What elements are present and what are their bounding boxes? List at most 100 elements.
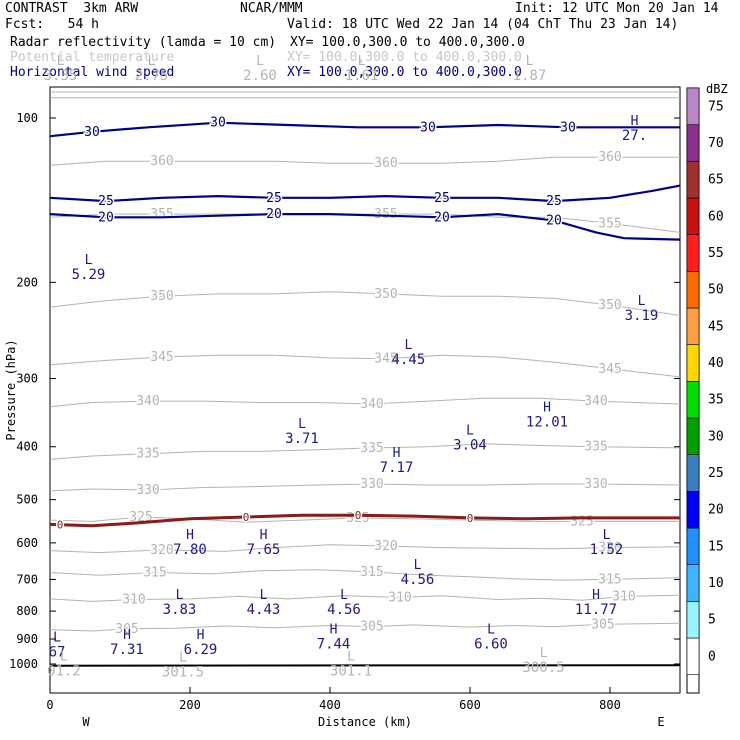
theta-contour-label: 335 — [584, 440, 607, 455]
theta-contour-label: 345 — [150, 350, 173, 365]
extremum-kind: L — [256, 54, 264, 69]
extremum-kind: H — [197, 628, 205, 643]
colorbar-swatch — [686, 234, 700, 272]
extremum-low: L67 — [49, 631, 66, 661]
extremum-kind: L — [404, 338, 412, 353]
extremum-low: L2.60 — [243, 54, 277, 84]
extremum-value: 2.75 — [135, 68, 169, 84]
colorbar-swatch — [686, 381, 700, 419]
x-tick-label: 200 — [179, 698, 201, 712]
extremum-value: 7.17 — [380, 460, 414, 476]
field-reflectivity-name: Radar reflectivity (lamda = 10 cm) — [10, 35, 277, 50]
y-tick-label: 300 — [16, 372, 38, 386]
extremum-low: L4.45 — [392, 338, 426, 368]
y-tick-label: 900 — [16, 632, 38, 646]
extremum-high: H12.01 — [526, 401, 568, 431]
extremum-value: 7.65 — [247, 542, 281, 558]
extremum-value: 3.19 — [625, 308, 659, 324]
wind-contour-label: 20 — [546, 213, 562, 228]
extremum-kind: L — [57, 54, 65, 69]
extremum-kind: L — [298, 417, 306, 432]
theta-contour-label: 360 — [374, 156, 397, 171]
model-title: CONTRAST 3km ARW — [5, 1, 139, 16]
extremum-kind: H — [123, 628, 131, 643]
colorbar-level-label: 15 — [708, 539, 724, 554]
extremum-value: 3.35 — [44, 68, 78, 84]
extremum-kind: H — [393, 446, 401, 461]
theta-contour-label: 350 — [598, 298, 621, 313]
extremum-low: L1.61 — [345, 54, 379, 84]
x-end-label-east: E — [657, 715, 664, 729]
colorbar-swatch — [686, 87, 700, 125]
extremum-kind: L — [260, 588, 268, 603]
extremum-value: 1.52 — [590, 542, 624, 558]
extremum-low: L3.71 — [285, 417, 319, 447]
zero-dbz-label: 0 — [355, 509, 362, 522]
surface-line — [49, 664, 681, 667]
wind-contour-label: 20 — [98, 210, 114, 225]
extremum-value: 301.1 — [330, 663, 372, 679]
extremum-value: 4.56 — [327, 602, 361, 618]
extremum-high: H11.77 — [575, 588, 617, 618]
theta-contour-label: 350 — [374, 287, 397, 302]
wind-contour-label: 25 — [546, 194, 562, 209]
extremum-high: H27. — [622, 114, 647, 144]
extremum-high: H6.29 — [184, 628, 218, 658]
extremum-kind: L — [487, 623, 495, 638]
plot-area — [49, 86, 681, 694]
extremum-kind: L — [347, 649, 355, 664]
theta-contour-315 — [50, 569, 680, 581]
extrema-labels: L3.35L2.75L2.60L1.61L1.87H27.L5.29L3.19L… — [44, 54, 659, 681]
colorbar-unit: dBZ — [706, 82, 728, 96]
x-tick-label: 0 — [46, 698, 53, 712]
extremum-value: 3.71 — [285, 431, 319, 447]
extremum-low: L5.29 — [72, 253, 106, 283]
colorbar-swatch — [686, 307, 700, 345]
extremum-value: 1.61 — [345, 68, 379, 84]
colorbar-level-label: 45 — [708, 319, 724, 334]
zero-dbz-label: 0 — [467, 512, 474, 525]
extremum-kind: H — [330, 623, 338, 638]
colorbar-swatch — [686, 527, 700, 565]
colorbar-level-label: 20 — [708, 503, 724, 518]
extremum-value: 7.31 — [110, 642, 144, 658]
theta-contour-label: 320 — [374, 539, 397, 554]
colorbar-swatch — [686, 454, 700, 492]
extremum-value: 67 — [49, 645, 66, 661]
theta-contour-label: 360 — [150, 154, 173, 169]
colorbar: 0 5 10 15 20 25 30 35 40 45 50 55 60 65 70 75 — [686, 87, 724, 694]
wind-contour-label: 30 — [210, 116, 226, 131]
extremum-value: 3.83 — [163, 602, 197, 618]
extremum-low: L3.19 — [625, 294, 659, 324]
theta-contour-340 — [50, 397, 680, 408]
field-reflectivity-xy: XY= 100.0,300.0 to 400.0,300.0 — [290, 35, 525, 50]
colorbar-swatch — [686, 161, 700, 199]
extremum-low: L4.56 — [401, 558, 435, 588]
colorbar-level-label: 25 — [708, 466, 724, 481]
org-label: NCAR/MMM — [240, 1, 303, 16]
theta-contour-label: 305 — [115, 622, 138, 637]
theta-contour-label: 305 — [360, 620, 383, 635]
wind-contour-25 — [50, 184, 680, 203]
y-tick-label: 600 — [16, 536, 38, 550]
colorbar-swatch — [686, 564, 700, 602]
colorbar-swatch — [686, 197, 700, 235]
colorbar-level-label: 70 — [708, 136, 724, 151]
colorbar-swatch — [686, 271, 700, 309]
colorbar-swatch — [686, 637, 700, 675]
wind-contour-label: 30 — [84, 125, 100, 140]
theta-contour-label: 315 — [598, 572, 621, 587]
y-tick-label: 500 — [16, 493, 38, 507]
wind-contour-label: 30 — [560, 120, 576, 135]
theta-contour-label: 310 — [388, 590, 411, 605]
colorbar-swatch — [686, 417, 700, 455]
theta-contour-label: 320 — [598, 541, 621, 556]
theta-contour-label: 340 — [360, 397, 383, 412]
theta-contour-label: 305 — [591, 617, 614, 632]
wind-contour-label: 30 — [420, 120, 436, 135]
extremum-kind: L — [414, 558, 422, 573]
